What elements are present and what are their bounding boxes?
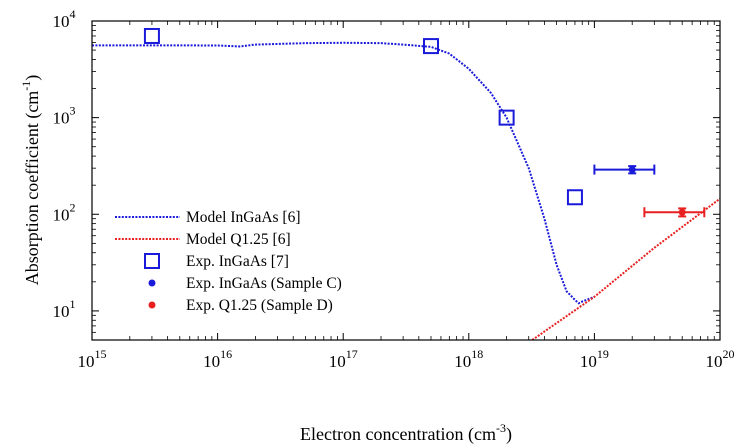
legend-label: Exp. Q1.25 (Sample D): [186, 297, 333, 314]
data-point-square: [143, 27, 160, 44]
x-axis-title: Electron concentration (cm-3): [300, 421, 512, 445]
y-axis-title-text: Absorption coefficient (cm: [22, 91, 43, 286]
legend-swatch-square: [144, 253, 160, 269]
legend-label: Model Q1.25 [6]: [186, 231, 291, 248]
plot-frame: [91, 20, 721, 341]
x-axis-title-exponent: -3: [496, 421, 506, 435]
legend-label: Exp. InGaAs [7]: [186, 253, 289, 270]
y-axis-title-close: ): [22, 75, 43, 81]
legend-label: Exp. InGaAs (Sample C): [186, 275, 342, 292]
x-tick-label: 1020: [706, 347, 735, 371]
x-tick-label: 1019: [580, 347, 609, 371]
data-point-square: [566, 189, 583, 206]
x-axis-title-close: ): [506, 424, 512, 445]
plot-content: [92, 41, 720, 340]
x-tick-label: 1017: [329, 347, 358, 371]
error-bars-layer: [143, 27, 706, 218]
x-tick-label: 1015: [78, 347, 107, 371]
series-line-1: [531, 197, 720, 340]
y-tick-label: 102: [53, 200, 76, 224]
y-axis-title-exponent: -1: [19, 81, 33, 91]
data-point-square: [498, 109, 515, 126]
data-point-circle: [678, 208, 686, 216]
y-axis-title: Absorption coefficient (cm-1): [19, 75, 43, 286]
legend-swatch-circle: [148, 279, 156, 287]
ticks-layer: 1015 1016 1017 1018 1019 1020 101 102 103 104: [53, 7, 735, 371]
series-line-0: [92, 41, 595, 305]
legend-swatch-circle: [148, 301, 156, 309]
data-point-square: [422, 38, 439, 55]
legend-label: Model InGaAs [6]: [186, 209, 301, 226]
x-tick-label: 1016: [203, 347, 232, 371]
data-point-circle: [628, 166, 636, 174]
legend: Model InGaAs [6] Model Q1.25 [6] Exp. InGa…: [115, 209, 342, 314]
x-tick-label: 1018: [454, 347, 483, 371]
y-tick-label: 101: [53, 297, 76, 321]
y-tick-label: 103: [53, 104, 76, 128]
x-axis-title-text: Electron concentration (cm: [300, 424, 496, 445]
y-tick-label: 104: [53, 7, 76, 31]
